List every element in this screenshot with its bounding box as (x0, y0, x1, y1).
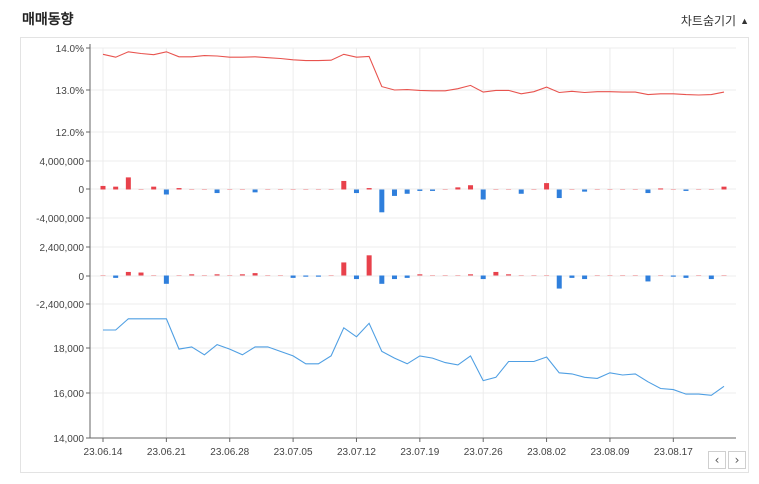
sell-volume-bar (113, 275, 119, 278)
chart-prev-button[interactable]: ‹ (708, 451, 726, 469)
buy-volume-bar (176, 188, 182, 190)
y-tick-label: 0 (78, 185, 84, 196)
sell-volume-bar (569, 275, 575, 278)
sell-volume-bar (480, 275, 486, 280)
buy-volume-bar (366, 255, 372, 276)
sell-volume-bar (518, 189, 524, 194)
y-tick-label: 16,000 (53, 389, 84, 400)
section-title: 매매동향 (22, 11, 74, 27)
buy-volume-bar (721, 186, 727, 190)
buy-volume-bar (151, 186, 157, 190)
y-tick-label: 4,000,000 (40, 157, 85, 168)
buy-volume-bar (100, 185, 106, 190)
sell-volume-bar (556, 275, 562, 289)
buy-volume-bar (468, 274, 474, 276)
sell-volume-bar (430, 189, 436, 191)
chart-frame (20, 37, 749, 473)
x-tick-label: 23.07.05 (274, 447, 313, 458)
sell-volume-bar (163, 189, 169, 195)
sell-volume-bar (353, 275, 359, 280)
buy-volume-bar (239, 274, 245, 276)
price-line (103, 318, 725, 396)
ratio-line (102, 51, 725, 96)
x-tick-label: 23.06.21 (147, 447, 186, 458)
y-tick-label: 14,000 (53, 434, 84, 445)
sell-volume-bar (670, 275, 676, 277)
sell-volume-bar (315, 275, 321, 277)
sell-volume-bar (379, 275, 385, 284)
buy-volume-bar (189, 274, 195, 276)
buy-volume-bar (506, 274, 512, 276)
sell-volume-bar (556, 189, 562, 199)
triangle-up-icon: ▲ (740, 15, 749, 26)
sell-volume-bar (417, 189, 423, 191)
x-tick-label: 23.07.19 (400, 447, 439, 458)
x-tick-label: 23.08.09 (590, 447, 629, 458)
buy-volume-bar (493, 271, 499, 276)
y-tick-label: 13.0% (56, 86, 84, 97)
sell-volume-bar (683, 275, 689, 278)
buy-volume-bar (214, 274, 220, 276)
x-tick-label: 23.07.12 (337, 447, 376, 458)
sell-volume-bar (379, 189, 385, 213)
sell-volume-bar (252, 189, 258, 193)
sell-volume-bar (582, 275, 588, 280)
buy-volume-bar (125, 271, 131, 276)
sell-volume-bar (582, 189, 588, 192)
sell-volume-bar (645, 275, 651, 282)
x-tick-label: 23.08.17 (654, 447, 693, 458)
y-tick-label: -4,000,000 (36, 214, 84, 225)
sell-volume-bar (391, 189, 397, 196)
sell-volume-bar (290, 275, 296, 278)
hide-chart-toggle[interactable]: 차트숨기기 ▲ (681, 12, 749, 29)
hide-chart-label: 차트숨기기 (680, 14, 737, 28)
buy-volume-bar (113, 186, 119, 190)
buy-volume-bar (417, 274, 423, 276)
x-tick-label: 23.06.14 (84, 447, 123, 458)
buy-volume-bar (366, 188, 372, 190)
sell-volume-bar (404, 189, 410, 194)
buy-volume-bar (658, 188, 664, 190)
buy-volume-bar (455, 187, 461, 190)
x-tick-label: 23.07.26 (464, 447, 503, 458)
sell-volume-bar (303, 275, 309, 277)
buy-volume-bar (341, 180, 347, 190)
sell-volume-bar (163, 275, 169, 284)
y-tick-label: 14.0% (56, 44, 84, 55)
sell-volume-bar (391, 275, 397, 280)
x-tick-label: 23.08.02 (527, 447, 566, 458)
y-tick-label: 2,400,000 (40, 243, 85, 254)
buy-volume-bar (544, 183, 550, 190)
y-tick-label: 12.0% (56, 128, 84, 139)
y-tick-label: -2,400,000 (36, 300, 84, 311)
buy-volume-bar (138, 272, 144, 276)
sell-volume-bar (404, 275, 410, 278)
buy-volume-bar (341, 262, 347, 276)
buy-volume-bar (468, 185, 474, 190)
sell-volume-bar (708, 275, 714, 280)
sell-volume-bar (480, 189, 486, 200)
sell-volume-bar (645, 189, 651, 194)
sell-volume-bar (683, 189, 689, 191)
sell-volume-bar (214, 189, 220, 194)
buy-volume-bar (252, 273, 258, 276)
chart-next-button[interactable]: › (728, 451, 746, 469)
y-tick-label: 0 (78, 272, 84, 283)
sell-volume-bar (353, 189, 359, 194)
x-tick-label: 23.06.28 (210, 447, 249, 458)
buy-volume-bar (125, 177, 131, 190)
y-tick-label: 18,000 (53, 344, 84, 355)
